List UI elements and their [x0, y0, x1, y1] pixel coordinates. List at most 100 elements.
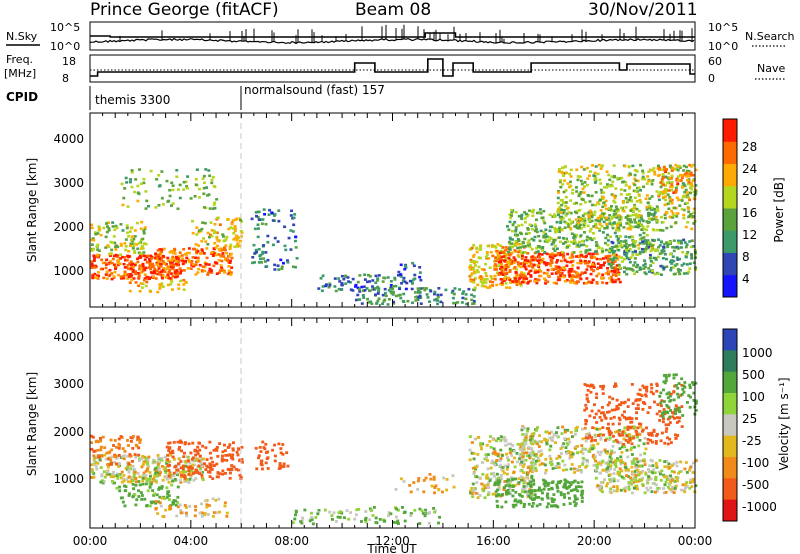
heatmap-cell [528, 451, 532, 455]
heatmap-cell [203, 269, 207, 273]
heatmap-cell [512, 505, 516, 509]
heatmap-cell [542, 231, 546, 234]
heatmap-cell [138, 265, 142, 268]
heatmap-cell [508, 253, 511, 256]
heatmap-cell [522, 485, 526, 488]
heatmap-cell [690, 185, 694, 188]
heatmap-cell [564, 214, 568, 217]
heatmap-cell [328, 284, 332, 287]
heatmap-cell [543, 221, 547, 225]
heatmap-cell [550, 243, 554, 246]
heatmap-cell [614, 256, 618, 260]
heatmap-cell [308, 519, 312, 523]
heatmap-cell [668, 215, 672, 219]
heatmap-cell [604, 241, 607, 245]
power-colorbar-swatch [723, 230, 737, 253]
heatmap-cell [511, 444, 515, 447]
heatmap-cell [493, 450, 497, 453]
heatmap-cell [659, 185, 663, 189]
heatmap-cell [100, 479, 104, 483]
heatmap-cell [596, 262, 600, 265]
heatmap-cell [618, 467, 622, 471]
heatmap-cell [104, 266, 108, 270]
heatmap-cell [616, 237, 620, 241]
heatmap-cell [568, 456, 572, 460]
heatmap-cell [608, 436, 612, 440]
heatmap-cell [599, 214, 602, 218]
heatmap-cell [599, 257, 603, 261]
heatmap-cell [604, 236, 608, 240]
heatmap-cell [433, 510, 437, 514]
heatmap-cell [613, 245, 617, 249]
heatmap-cell [650, 206, 654, 210]
heatmap-cell [592, 232, 595, 235]
heatmap-cell [136, 257, 140, 261]
heatmap-cell [473, 286, 477, 290]
heatmap-cell [632, 445, 636, 449]
heatmap-cell [521, 465, 525, 469]
heatmap-cell [537, 459, 541, 463]
heatmap-cell [153, 473, 157, 477]
heatmap-cell [117, 437, 121, 441]
heatmap-cell [485, 255, 488, 259]
heatmap-cell [579, 203, 583, 206]
heatmap-cell [521, 245, 525, 248]
heatmap-cell [142, 471, 146, 475]
heatmap-cell [595, 274, 599, 278]
heatmap-cell [670, 202, 674, 205]
heatmap-cell [532, 498, 536, 501]
heatmap-cell [167, 441, 171, 445]
heatmap-cell [158, 270, 162, 274]
heatmap-cell [524, 256, 528, 259]
heatmap-cell [568, 218, 572, 221]
heatmap-cell [683, 489, 686, 492]
heatmap-cell [494, 256, 498, 260]
nsky-panel: N.Sky 10^5 10^0 10^5 10^0 N.Search [6, 21, 795, 53]
heatmap-cell [258, 446, 262, 449]
heatmap-cell [360, 285, 364, 289]
heatmap-cell [566, 480, 569, 484]
heatmap-cell [221, 450, 225, 454]
heatmap-cell [109, 475, 113, 478]
heatmap-cell [611, 180, 615, 184]
heatmap-cell [518, 454, 522, 458]
heatmap-cell [586, 460, 590, 464]
heatmap-cell [531, 214, 535, 218]
heatmap-cell [147, 477, 150, 481]
heatmap-cell [198, 187, 202, 191]
heatmap-cell [599, 209, 603, 212]
heatmap-cell [520, 495, 524, 498]
heatmap-cell [582, 191, 586, 194]
heatmap-cell [171, 449, 175, 453]
heatmap-cell [599, 167, 603, 170]
heatmap-cell [614, 222, 618, 226]
heatmap-cell [635, 411, 639, 415]
cpid-segment-1: themis 3300 [95, 93, 170, 107]
heatmap-cell [643, 262, 647, 266]
heatmap-cell [235, 450, 239, 454]
heatmap-cell [303, 508, 307, 512]
heatmap-cell [279, 447, 283, 450]
heatmap-cell [113, 241, 117, 245]
heatmap-cell [406, 299, 410, 303]
heatmap-cell [201, 470, 204, 474]
heatmap-cell [96, 253, 99, 257]
heatmap-cell [576, 481, 580, 485]
heatmap-cell [572, 270, 576, 273]
heatmap-cell [100, 454, 104, 458]
heatmap-cell [219, 264, 223, 267]
heatmap-cell [694, 256, 698, 259]
heatmap-cell [622, 240, 626, 243]
heatmap-cell [613, 430, 617, 434]
heatmap-cell [631, 213, 635, 217]
heatmap-cell [150, 265, 154, 269]
heatmap-cell [612, 489, 616, 493]
heatmap-cell [126, 277, 130, 280]
heatmap-cell [629, 425, 633, 429]
heatmap-cell [678, 416, 682, 420]
heatmap-cell [534, 496, 538, 499]
heatmap-cell [119, 275, 123, 279]
heatmap-cell [579, 277, 583, 281]
heatmap-cell [629, 209, 633, 212]
heatmap-cell [170, 259, 174, 262]
